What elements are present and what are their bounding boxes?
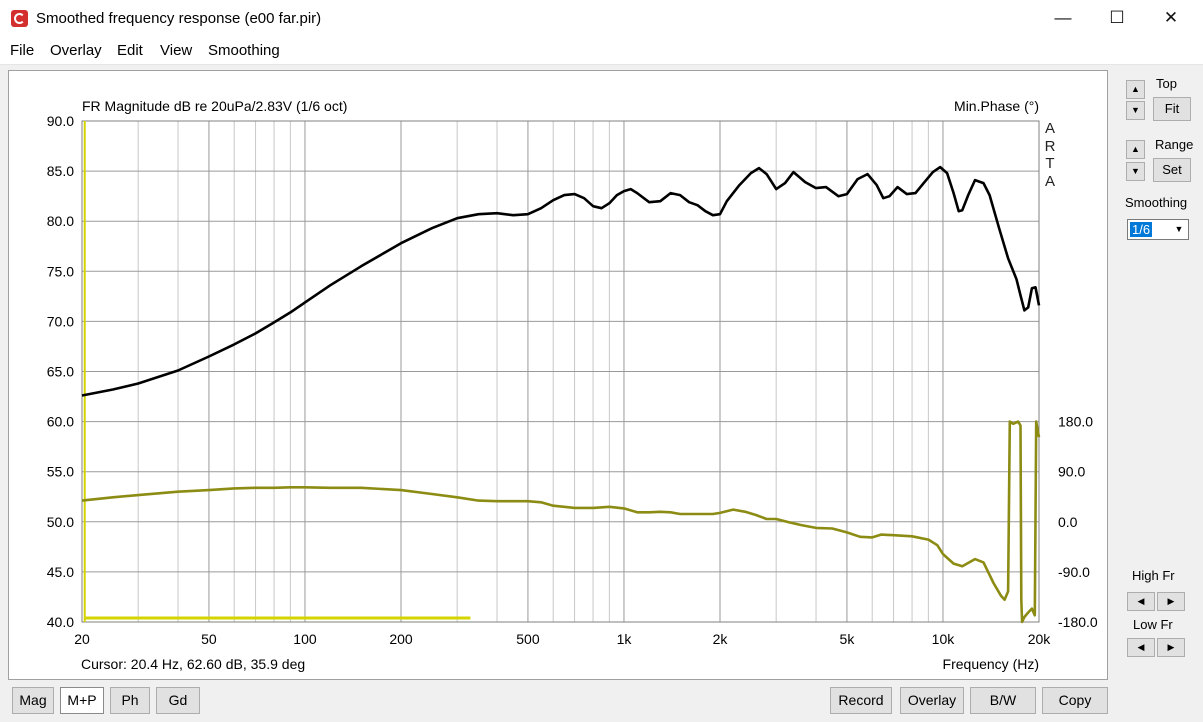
record-button[interactable]: Record	[830, 687, 892, 714]
chart-series	[81, 121, 1041, 624]
group-delay-button[interactable]: Gd	[156, 687, 200, 714]
set-button[interactable]: Set	[1153, 158, 1191, 182]
phase-axis-title: Min.Phase (°)	[954, 98, 1039, 114]
y-tick-label: 55.0	[47, 464, 74, 480]
high-fr-right-button[interactable]: ▶	[1157, 592, 1185, 611]
smoothing-value: 1/6	[1130, 222, 1153, 237]
x-tick-label: 100	[293, 631, 317, 647]
y-tick-label: 90.0	[47, 113, 74, 129]
top-up-button[interactable]: ▲	[1126, 80, 1145, 99]
low-fr-label: Low Fr	[1133, 617, 1173, 632]
y2-axis-ticks: 180.0 90.0 0.0 -90.0 -180.0	[1058, 414, 1098, 630]
chart-title: FR Magnitude dB re 20uPa/2.83V (1/6 oct)	[82, 98, 347, 114]
x-tick-label: 5k	[840, 631, 856, 647]
high-fr-label: High Fr	[1132, 568, 1175, 583]
y-tick-label: 40.0	[47, 614, 74, 630]
copy-button[interactable]: Copy	[1042, 687, 1108, 714]
arta-watermark: A R T A	[1045, 120, 1056, 190]
x-tick-label: 1k	[617, 631, 633, 647]
low-fr-right-button[interactable]: ▶	[1157, 638, 1185, 657]
mag-phase-button[interactable]: M+P	[60, 687, 104, 714]
x-tick-label: 2k	[713, 631, 729, 647]
y2-tick-label: -90.0	[1058, 564, 1090, 580]
menu-bar: File Overlay Edit View Smoothing	[0, 38, 1203, 65]
menu-view[interactable]: View	[160, 42, 193, 59]
x-tick-label: 20k	[1028, 631, 1052, 647]
low-fr-left-button[interactable]: ◀	[1127, 638, 1155, 657]
title-bar: Smoothed frequency response (e00 far.pir…	[0, 0, 1203, 38]
chart-area[interactable]: 90.0 85.0 80.0 75.0 70.0 65.0 60.0 55.0 50.0 45.0…	[8, 70, 1108, 680]
y-tick-label: 70.0	[47, 313, 74, 329]
mag-button[interactable]: Mag	[12, 687, 54, 714]
fit-button[interactable]: Fit	[1153, 97, 1191, 121]
watermark-letter: R	[1045, 138, 1056, 155]
phase-button[interactable]: Ph	[110, 687, 150, 714]
top-down-button[interactable]: ▼	[1126, 101, 1145, 120]
y-tick-label: 75.0	[47, 263, 74, 279]
window-title: Smoothed frequency response (e00 far.pir…	[36, 10, 322, 27]
plot-frame	[81, 120, 1040, 623]
high-fr-left-button[interactable]: ◀	[1127, 592, 1155, 611]
close-button[interactable]: ✕	[1163, 8, 1179, 27]
x-tick-label: 200	[389, 631, 413, 647]
x-tick-label: 10k	[932, 631, 956, 647]
y2-tick-label: 90.0	[1058, 464, 1085, 480]
frequency-response-chart[interactable]: 90.0 85.0 80.0 75.0 70.0 65.0 60.0 55.0 50.0 45.0…	[9, 71, 1107, 679]
range-label: Range	[1155, 137, 1194, 152]
magnitude-series-line	[81, 165, 1041, 397]
y2-tick-label: 180.0	[1058, 414, 1093, 430]
menu-edit[interactable]: Edit	[117, 42, 143, 59]
x-tick-label: 50	[201, 631, 217, 647]
smoothing-select[interactable]: 1/6 ▼	[1127, 219, 1189, 240]
menu-overlay[interactable]: Overlay	[50, 42, 102, 59]
x-axis-ticks: 20 50 100 200 500 1k 2k 5k 10k 20k	[74, 631, 1051, 647]
maximize-button[interactable]: ☐	[1109, 8, 1125, 27]
smoothing-label: Smoothing	[1125, 195, 1188, 210]
y-tick-label: 45.0	[47, 564, 74, 580]
cursor-readout: Cursor: 20.4 Hz, 62.60 dB, 35.9 deg	[81, 656, 305, 672]
overlay-button[interactable]: Overlay	[900, 687, 964, 714]
app-icon	[11, 10, 28, 27]
top-label: Top	[1156, 76, 1177, 91]
y-tick-label: 65.0	[47, 364, 74, 380]
y2-tick-label: 0.0	[1058, 514, 1078, 530]
y-tick-label: 80.0	[47, 213, 74, 229]
phase-series-line	[81, 420, 1041, 624]
watermark-letter: A	[1045, 120, 1055, 137]
y-axis-ticks: 90.0 85.0 80.0 75.0 70.0 65.0 60.0 55.0 50.0 45.0…	[47, 113, 74, 630]
minimize-button[interactable]: —	[1054, 8, 1072, 27]
watermark-letter: A	[1045, 173, 1055, 190]
y-tick-label: 60.0	[47, 414, 74, 430]
watermark-letter: T	[1045, 155, 1054, 172]
menu-file[interactable]: File	[10, 42, 35, 59]
y2-tick-label: -180.0	[1058, 614, 1098, 630]
x-tick-label: 20	[74, 631, 90, 647]
y-tick-label: 50.0	[47, 514, 74, 530]
bw-button[interactable]: B/W	[970, 687, 1036, 714]
range-down-button[interactable]: ▼	[1126, 162, 1145, 181]
chevron-down-icon: ▼	[1174, 224, 1184, 234]
menu-smoothing[interactable]: Smoothing	[208, 42, 280, 59]
x-axis-label: Frequency (Hz)	[943, 656, 1039, 672]
x-tick-label: 500	[516, 631, 540, 647]
range-up-button[interactable]: ▲	[1126, 140, 1145, 159]
y-tick-label: 85.0	[47, 163, 74, 179]
